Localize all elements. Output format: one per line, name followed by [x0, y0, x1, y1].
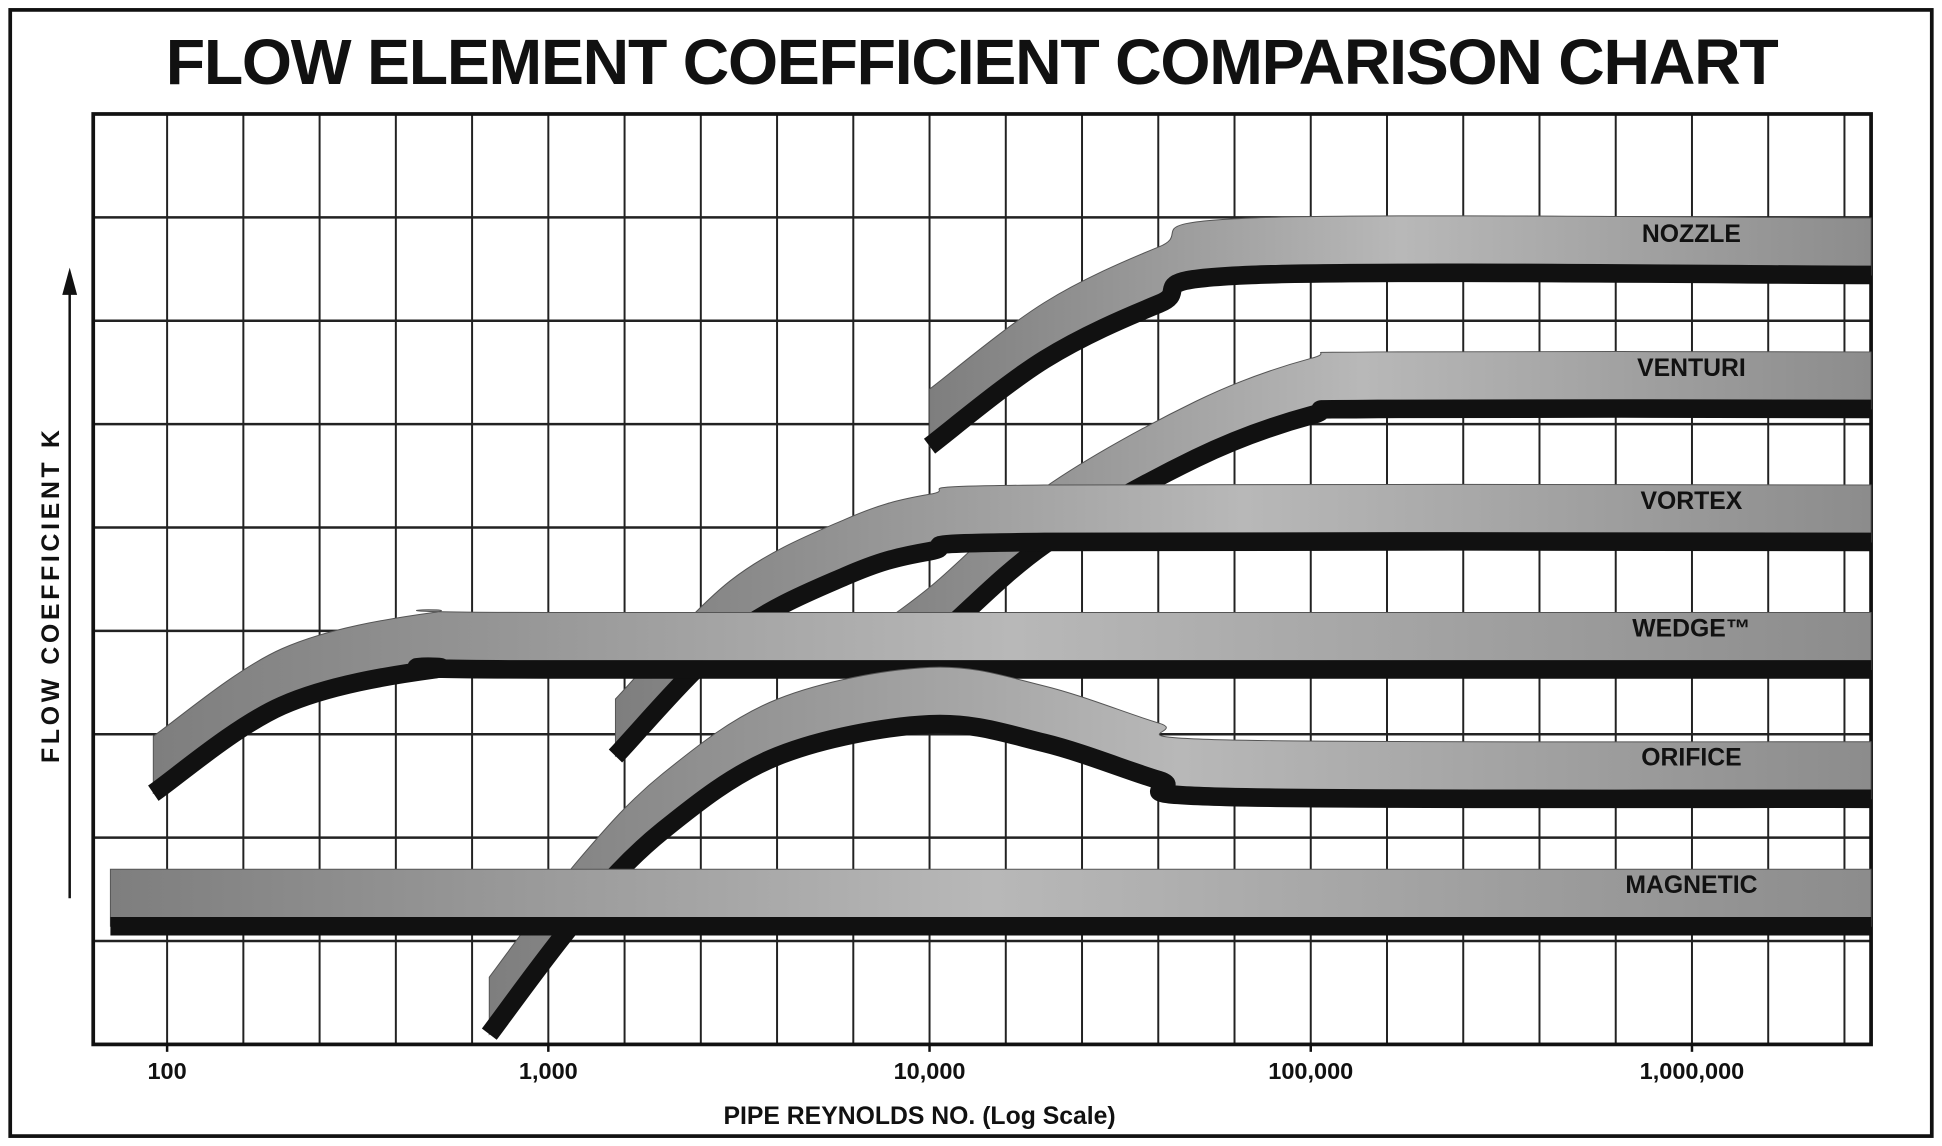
series-label: ORIFICE: [1641, 745, 1741, 772]
y-axis-label: FLOW COEFFICIENT K: [38, 426, 65, 763]
x-tick-label: 100,000: [1268, 1058, 1353, 1084]
series-label: VENTURI: [1637, 355, 1746, 382]
plot-frame: [91, 112, 1873, 1047]
y-arrow-head: [62, 267, 78, 295]
series-line: [923, 263, 1872, 454]
x-tick-label: 10,000: [894, 1058, 966, 1084]
x-axis-label: PIPE REYNOLDS NO. (Log Scale): [723, 1103, 1115, 1130]
band: [488, 666, 1872, 1036]
series-label: WEDGE™: [1632, 615, 1750, 642]
series-label: MAGNETIC: [1625, 872, 1757, 899]
x-tick-label: 1,000,000: [1640, 1058, 1745, 1084]
series-line: [147, 657, 1872, 801]
chart-title: FLOW ELEMENT COEFFICIENT COMPARISON CHAR…: [166, 26, 1779, 98]
frame: [8, 8, 1934, 1138]
x-tick-label: 1,000: [519, 1058, 578, 1084]
series-label: VORTEX: [1641, 488, 1743, 515]
series-label: NOZZLE: [1642, 221, 1741, 248]
x-tick-label: 100: [147, 1058, 186, 1084]
